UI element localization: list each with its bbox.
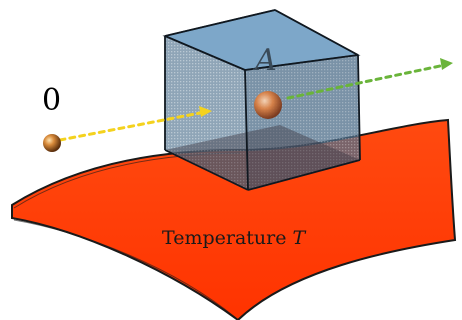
particle-in-label: 0 <box>42 83 61 118</box>
box-floor <box>165 125 360 190</box>
surface-label-prefix: Temperature <box>162 227 286 249</box>
incoming-path <box>58 106 212 142</box>
outgoing-arrowhead <box>440 58 453 70</box>
incoming-arrowhead <box>199 106 212 117</box>
box-label: A <box>252 43 277 78</box>
surface-label-var: T <box>293 227 307 249</box>
outgoing-path <box>286 58 453 100</box>
surface-label: Temperature T <box>162 227 307 249</box>
incoming-particle <box>43 134 61 152</box>
box-edges <box>164 9 361 191</box>
particle-in-box <box>254 91 282 119</box>
